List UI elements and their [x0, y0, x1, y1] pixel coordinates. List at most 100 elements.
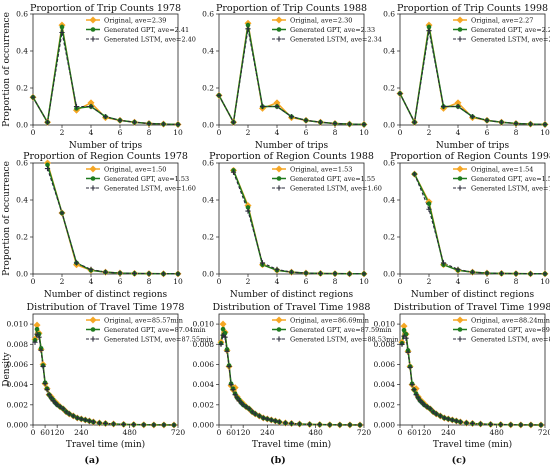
data-point-lstm	[433, 411, 439, 417]
legend-label-gpt: Generated GPT, ave=87.59min	[290, 326, 392, 334]
legend-label-lstm: Generated LSTM, ave=1.61	[471, 184, 550, 192]
data-point-gpt	[401, 327, 407, 333]
legend-label-lstm: Generated LSTM, ave=1.60	[104, 184, 196, 192]
series-line-lstm	[34, 332, 174, 426]
data-point-lstm	[54, 402, 60, 408]
data-point-lstm	[36, 334, 42, 340]
data-point-lstm	[268, 417, 274, 423]
data-point-lstm	[441, 415, 447, 421]
chart-title: Distribution of Travel Time 1978	[27, 302, 185, 313]
legend-marker-lstm	[457, 185, 463, 191]
x-axis-label: Number of trips	[436, 141, 510, 151]
legend-label-original: Original, ave=1.53	[290, 165, 352, 173]
y-tick-label: 0.4	[383, 47, 395, 56]
data-point-gpt	[245, 205, 251, 210]
data-point-lstm	[449, 417, 455, 423]
y-tick-label: 0.008	[374, 340, 396, 349]
y-tick-label: 0.6	[383, 10, 395, 19]
series-line-gpt	[34, 326, 174, 426]
x-tick-label: 60	[407, 428, 417, 437]
y-tick-label: 0.2	[202, 233, 214, 242]
data-point-lstm	[288, 420, 295, 427]
data-point-lstm	[488, 421, 494, 427]
x-tick-label: 2	[60, 128, 65, 137]
data-point-lstm	[457, 419, 464, 425]
data-point-lstm	[403, 335, 409, 341]
x-tick-label: 60	[40, 428, 50, 437]
legend-marker-lstm	[457, 336, 463, 342]
x-tick-label: 120	[236, 428, 251, 437]
data-point-lstm	[538, 422, 544, 428]
y-tick-label: 0.0	[202, 270, 214, 279]
y-tick-label: 0.2	[202, 84, 214, 93]
data-point-lstm	[317, 270, 324, 277]
data-point-lstm	[518, 422, 524, 428]
panel-letter-c: (c)	[452, 455, 467, 466]
x-tick-label: 0	[31, 428, 36, 437]
legend-marker-original	[89, 316, 97, 324]
data-point-lstm	[407, 364, 413, 371]
data-point-lstm	[59, 210, 65, 216]
data-point-lstm	[455, 266, 461, 272]
data-point-lstm	[498, 119, 505, 125]
legend-label-lstm: Generated LSTM, ave=2.30	[471, 35, 550, 43]
data-point-lstm	[357, 422, 363, 428]
legend-marker-original	[456, 16, 464, 24]
legend-marker-gpt	[90, 327, 96, 332]
legend-label-lstm: Generated LSTM, ave=1.60	[290, 184, 382, 192]
data-point-lstm	[421, 402, 427, 408]
data-point-lstm	[327, 422, 333, 428]
x-tick-label: 8	[514, 277, 519, 286]
series-line-lstm	[413, 173, 545, 275]
y-tick-label: 0.000	[193, 421, 215, 430]
x-tick-label: 10	[540, 128, 550, 137]
series-line-lstm	[232, 172, 364, 275]
data-point-lstm	[66, 411, 72, 417]
legend-label-lstm: Generated LSTM, ave=2.34	[290, 35, 382, 43]
data-point-lstm	[264, 416, 270, 422]
x-tick-label: 0	[398, 128, 403, 137]
y-tick-label: 0.010	[193, 320, 215, 329]
data-point-lstm	[240, 402, 246, 408]
chart-panel-trips-1978: Proportion of Trip Counts 1978 0 2 4 6 8 10 0.0…	[2, 3, 196, 151]
legend-marker-gpt	[90, 27, 96, 32]
data-point-lstm	[160, 121, 167, 127]
data-point-lstm	[230, 387, 236, 393]
legend-marker-gpt	[457, 27, 463, 32]
data-point-lstm	[303, 270, 309, 276]
data-point-lstm	[228, 382, 234, 388]
data-point-lstm	[82, 417, 88, 423]
data-point-lstm	[70, 413, 76, 419]
x-tick-label: 240	[260, 428, 275, 437]
x-axis-label: Travel time (min)	[66, 439, 145, 450]
data-point-lstm	[259, 103, 266, 110]
x-tick-label: 10	[173, 128, 183, 137]
series-line-gpt	[220, 326, 360, 426]
data-point-lstm	[46, 392, 52, 398]
x-axis-label: Number of distinct regions	[230, 290, 354, 300]
data-point-lstm	[222, 334, 228, 340]
x-tick-label: 120	[417, 428, 432, 437]
chart-panel-regions-1998: Proportion of Region Counts 1998 0 2 4 6 8 10 0…	[383, 151, 550, 300]
data-point-lstm	[440, 260, 447, 266]
data-point-lstm	[542, 121, 548, 128]
legend-marker-lstm	[276, 36, 282, 42]
data-point-lstm	[38, 347, 44, 353]
chart-panel-regions-1978: Proportion of Region Counts 1978 0 2 4 6 8 10 0…	[2, 151, 196, 300]
data-point-lstm	[245, 26, 251, 32]
legend-marker-gpt	[276, 176, 282, 181]
data-point-lstm	[347, 422, 353, 428]
data-point-lstm	[131, 119, 138, 125]
data-point-lstm	[60, 406, 66, 412]
data-point-lstm	[477, 421, 484, 427]
data-point-lstm	[63, 409, 69, 415]
y-axis-label: Density	[2, 351, 12, 386]
y-tick-label: 0.0	[383, 121, 395, 130]
data-point-lstm	[224, 348, 230, 354]
data-point-lstm	[230, 119, 237, 125]
chart-title: Proportion of Trip Counts 1998	[397, 3, 548, 14]
data-point-lstm	[74, 415, 80, 421]
data-point-lstm	[274, 266, 280, 272]
x-tick-label: 8	[514, 128, 519, 137]
data-point-lstm	[317, 421, 323, 428]
